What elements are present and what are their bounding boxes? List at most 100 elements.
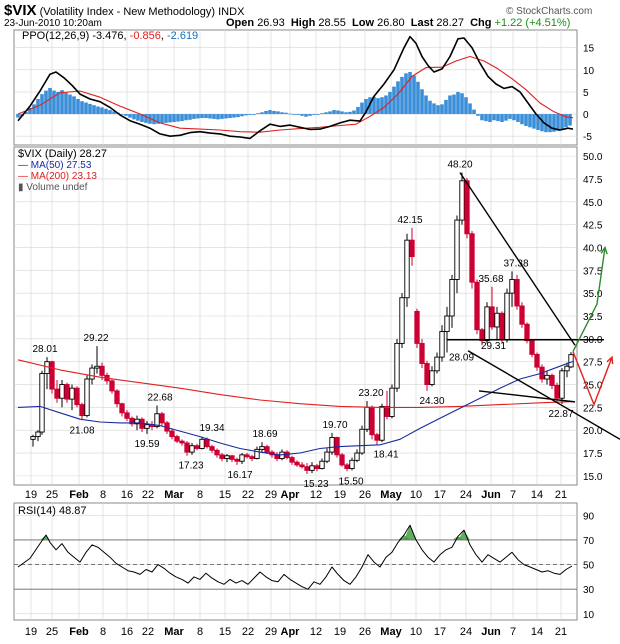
open-label: Open [226, 17, 255, 29]
candle-up [439, 331, 445, 358]
ppo-histogram-bar [520, 114, 524, 125]
candle-up [224, 455, 230, 459]
price-y-tick-label: 15.0 [583, 472, 603, 483]
ppo-value-2: -0.856 [129, 30, 161, 42]
candle-down [159, 413, 165, 424]
candle-up [30, 436, 36, 440]
price-y-tick-label: 32.5 [583, 312, 603, 323]
ppo-histogram-bar [248, 114, 252, 115]
ppo-histogram-bar [420, 89, 424, 115]
candle-up [59, 384, 65, 399]
candle-down [214, 449, 220, 456]
ppo-histogram-bar [360, 102, 364, 115]
ppo-histogram-bar [508, 114, 512, 119]
symbol-title: $VIX [4, 2, 37, 19]
candle-down [304, 466, 310, 471]
ppo-histogram-bar [548, 114, 552, 133]
ppo-histogram-bar [412, 75, 416, 115]
x-tick-label: 8 [197, 626, 203, 638]
ppo-histogram-bar [396, 81, 400, 115]
ppo-histogram-bar [532, 114, 536, 129]
candle-up [449, 279, 455, 317]
ppo-histogram-bar [504, 114, 508, 121]
ppo-histogram-bar [552, 114, 556, 132]
ppo-histogram-bar [192, 114, 196, 119]
x-tick-label: 22 [242, 489, 254, 501]
low-value: 26.80 [377, 17, 405, 29]
ppo-histogram-bar [112, 111, 116, 115]
candle-down [294, 461, 300, 466]
candle-down [129, 417, 135, 425]
ppo-histogram-bar [124, 114, 128, 116]
ppo-histogram-bar [496, 114, 500, 122]
price-y-tick-label: 40.0 [583, 243, 603, 254]
candle-down [234, 458, 240, 462]
volume-label: Volume undef [26, 182, 88, 193]
ppo-histogram-bar [568, 114, 572, 126]
candle-up [324, 451, 330, 462]
ppo-histogram-bar [164, 114, 168, 123]
candle-down [374, 434, 380, 441]
exchange-name: INDX [218, 6, 245, 18]
trendline [478, 390, 576, 403]
ppo-histogram-bar [132, 114, 136, 120]
candle-down [369, 406, 375, 436]
ppo-histogram-bar [168, 114, 172, 123]
price-y-tick-label: 42.5 [583, 221, 603, 232]
candle-up [434, 356, 440, 372]
x-tick-label: 19 [25, 626, 37, 638]
ppo-panel-frame [13, 29, 578, 146]
candle-down [174, 436, 180, 442]
candle-up [189, 445, 195, 453]
ppo-histogram-bar [60, 90, 64, 115]
candle-down [479, 329, 485, 342]
ppo-histogram-bar [88, 103, 92, 115]
ppo-histogram-bar [372, 96, 376, 115]
ppo-histogram-bar [52, 90, 56, 115]
ppo-histogram-bar [340, 111, 344, 115]
quote-values: Open 26.93 High 28.55 Low 26.80 Last 28.… [226, 17, 570, 29]
price-annotation: 19.70 [322, 420, 347, 431]
ppo-histogram-bar [324, 112, 328, 115]
candle-up [484, 306, 490, 342]
chg-label: Chg [470, 17, 492, 29]
ppo-histogram-bar [484, 114, 488, 122]
ppo-histogram-bar [264, 110, 268, 115]
candle-down [229, 455, 235, 460]
ppo-histogram-bar [512, 114, 516, 121]
x-tick-label: 25 [46, 626, 58, 638]
x-tick-label: Apr [281, 626, 301, 638]
price-annotation: 37.38 [503, 258, 528, 269]
rsi-panel-frame [13, 502, 578, 621]
ppo-histogram-bar [456, 91, 460, 115]
candle-down [99, 365, 105, 376]
ma200-label: MA(200) [30, 171, 70, 182]
candle-up [319, 460, 325, 470]
x-tick-label: 29 [265, 489, 277, 501]
ppo-histogram-bar [76, 99, 80, 115]
ppo-histogram-bar [208, 114, 212, 119]
ppo-histogram-bar [140, 114, 144, 122]
candle-down [534, 353, 540, 368]
candle-down [499, 312, 505, 341]
x-tick-label: 14 [531, 489, 543, 501]
chart-header: $VIX (Volatility Index - New Methodology… [4, 2, 244, 19]
rsi-y-tick-label: 50 [583, 561, 595, 572]
ppo-histogram-bar [280, 112, 284, 115]
candle-down [414, 310, 420, 344]
ppo-y-tick-label: 10 [583, 66, 595, 77]
price-legend-value: 28.27 [79, 148, 107, 160]
ppo-histogram-bar [204, 114, 208, 119]
rsi-label: RSI(14) [18, 505, 56, 517]
x-tick-label: 15 [219, 626, 231, 638]
candle-down [74, 387, 80, 406]
ppo-histogram-bar [376, 98, 380, 115]
candle-down [314, 465, 320, 470]
ppo-histogram-bar [428, 100, 432, 115]
price-annotation: 15.50 [338, 476, 363, 487]
x-tick-label: 10 [410, 626, 422, 638]
candle-up [399, 297, 405, 344]
price-annotation: 15.23 [303, 479, 328, 490]
candle-down [409, 239, 415, 258]
price-annotation: 23.20 [358, 388, 383, 399]
